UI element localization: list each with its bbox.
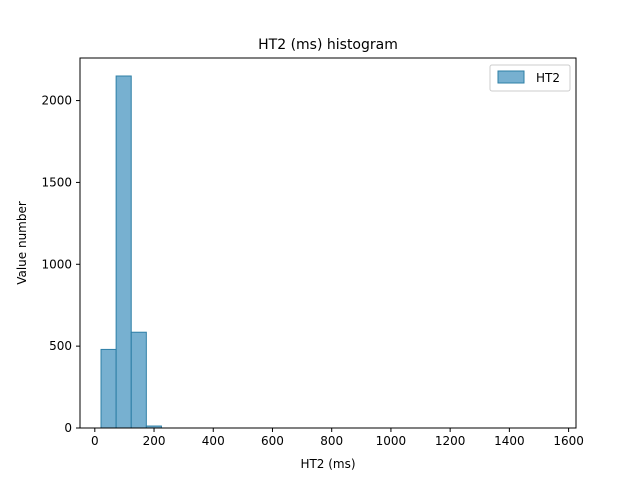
histogram-bars [100, 75, 162, 429]
chart-title: HT2 (ms) histogram [258, 37, 398, 53]
legend: HT2 [489, 64, 571, 92]
x-axis-label: HT2 (ms) [300, 457, 355, 471]
histogram-bar-0 [100, 348, 117, 429]
x-tick-label-8: 1600 [553, 434, 584, 448]
legend-swatch [497, 70, 525, 84]
x-tick-label-4: 800 [320, 434, 343, 448]
legend-label: HT2 [536, 71, 560, 85]
x-tick-label-6: 1200 [435, 434, 466, 448]
y-tick-label-1: 500 [49, 339, 72, 353]
histogram-bar-1 [115, 75, 132, 429]
y-tick-label-3: 1500 [41, 175, 72, 189]
y-axis-ticks: 0 500 1000 1500 2000 [41, 94, 80, 435]
x-tick-label-0: 0 [91, 434, 99, 448]
x-tick-label-1: 200 [143, 434, 166, 448]
plot-frame [79, 57, 577, 429]
x-tick-label-5: 1000 [376, 434, 407, 448]
x-axis-ticks: 0 200 400 600 800 1000 1200 1400 1600 [91, 428, 584, 448]
x-tick-label-2: 400 [202, 434, 225, 448]
y-tick-label-2: 1000 [41, 257, 72, 271]
y-tick-label-4: 2000 [41, 94, 72, 108]
x-tick-label-7: 1400 [494, 434, 525, 448]
y-axis-label: Value number [15, 201, 29, 285]
histogram-bar-2 [130, 331, 147, 429]
y-tick-label-0: 0 [64, 421, 72, 435]
x-tick-label-3: 600 [261, 434, 284, 448]
